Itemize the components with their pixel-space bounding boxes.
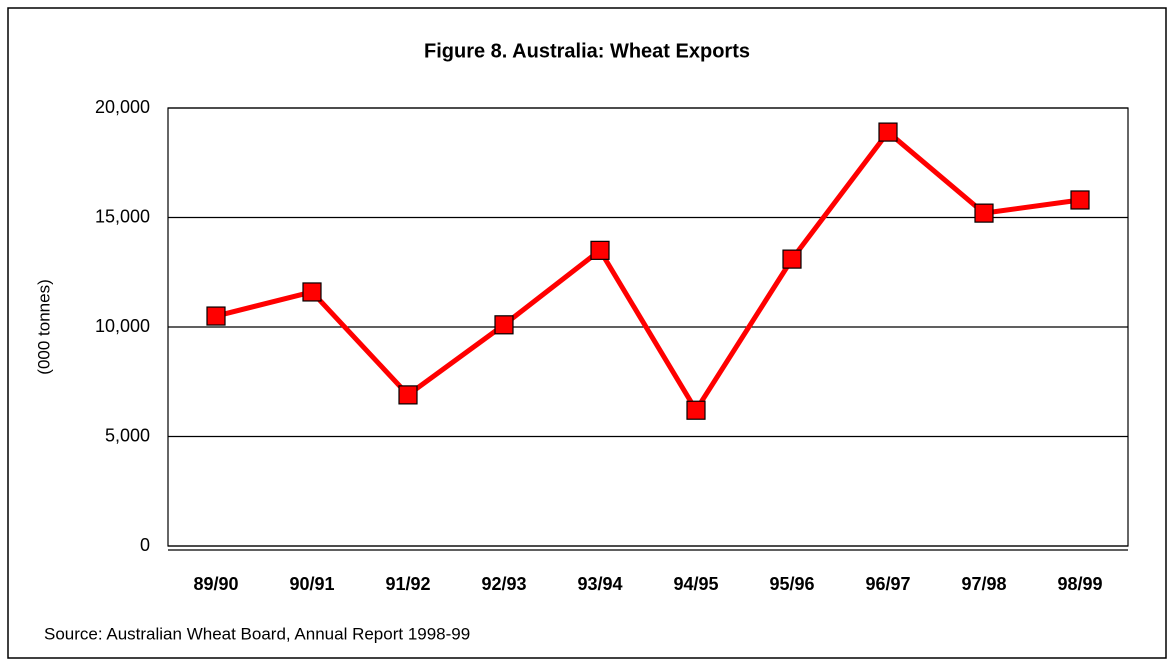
y-axis-label: (000 tonnes) [34, 279, 53, 374]
data-marker [878, 122, 898, 142]
x-tick-label: 90/91 [289, 574, 334, 594]
chart-title: Figure 8. Australia: Wheat Exports [424, 40, 750, 62]
x-tick-label: 91/92 [385, 574, 430, 594]
data-marker [302, 282, 322, 302]
x-tick-label: 92/93 [481, 574, 526, 594]
source-note: Source: Australian Wheat Board, Annual R… [44, 624, 470, 643]
x-tick-label: 94/95 [673, 574, 718, 594]
data-marker [782, 249, 802, 269]
x-tick-label: 95/96 [769, 574, 814, 594]
y-tick-label: 10,000 [95, 316, 150, 336]
data-marker [974, 203, 994, 223]
data-line [215, 129, 1081, 413]
data-marker [1070, 190, 1090, 210]
x-tick-label: 98/99 [1057, 574, 1102, 594]
x-tick-label: 93/94 [577, 574, 622, 594]
data-marker [398, 385, 418, 405]
x-tick-label: 96/97 [865, 574, 910, 594]
data-marker [686, 400, 706, 420]
x-tick-label: 89/90 [193, 574, 238, 594]
data-marker [206, 306, 226, 326]
x-tick-label: 97/98 [961, 574, 1006, 594]
y-tick-label: 5,000 [105, 425, 150, 445]
frame [7, 7, 1167, 659]
y-tick-label: 0 [140, 535, 150, 555]
y-tick-label: 20,000 [95, 97, 150, 117]
data-marker [494, 315, 514, 335]
data-marker [590, 240, 610, 260]
y-tick-label: 15,000 [95, 206, 150, 226]
